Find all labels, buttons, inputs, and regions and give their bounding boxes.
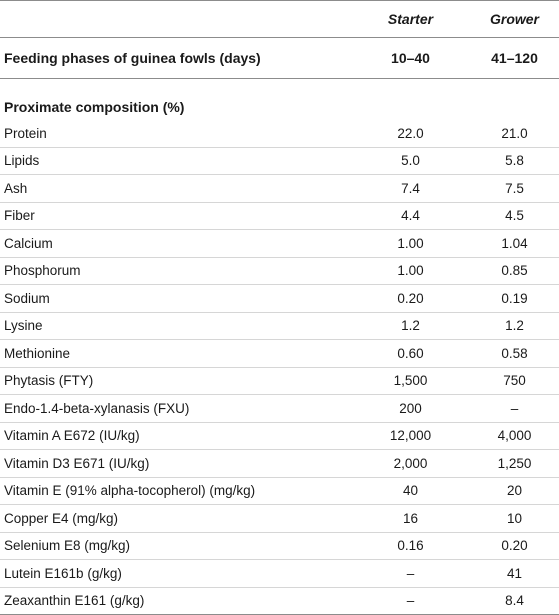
table-row: Vitamin A E672 (IU/kg) 12,000 4,000: [0, 422, 559, 450]
table-row: Copper E4 (mg/kg) 16 10: [0, 504, 559, 533]
starter-value-cell: 1.00: [351, 257, 470, 285]
table-row: Ash 7.4 7.5: [0, 174, 559, 203]
starter-value-cell: 0.16: [351, 532, 470, 560]
table-row: Calcium 1.00 1.04: [0, 229, 559, 258]
starter-value-cell: 16: [351, 504, 470, 533]
row-name-cell: Vitamin E (91% alpha-tocopherol) (mg/kg): [0, 477, 351, 505]
grower-value-cell: 0.20: [470, 532, 559, 560]
grower-value-cell: 750: [470, 367, 559, 395]
table-row: Protein 22.0 21.0: [0, 120, 559, 148]
grower-value-cell: 10: [470, 504, 559, 533]
row-name-cell: Lysine: [0, 312, 351, 340]
starter-value-cell: 7.4: [351, 174, 470, 203]
grower-value-cell: 4,000: [470, 422, 559, 450]
feeding-days-header-row: Feeding phases of guinea fowls (days) 10…: [0, 37, 559, 79]
starter-value-cell: 12,000: [351, 422, 470, 450]
row-name-cell: Vitamin D3 E671 (IU/kg): [0, 449, 351, 478]
row-name-cell: Sodium: [0, 284, 351, 313]
table-row: Lutein E161b (g/kg) –41: [0, 559, 559, 588]
starter-value-cell: –: [351, 559, 470, 588]
row-name-cell: Calcium: [0, 229, 351, 258]
grower-value-cell: –: [470, 394, 559, 423]
grower-column-header: Grower: [470, 0, 559, 38]
grower-value-cell: 1,250: [470, 449, 559, 478]
section-title: Proximate composition (%): [4, 99, 185, 115]
starter-value-cell: 1.2: [351, 312, 470, 340]
table-row: Vitamin D3 E671 (IU/kg) 2,000 1,250: [0, 449, 559, 478]
table-row: Phytasis (FTY) 1,500 750: [0, 367, 559, 395]
grower-value-cell: 0.85: [470, 257, 559, 285]
row-name-cell: Lutein E161b (g/kg): [0, 559, 351, 588]
grower-value-cell: 5.8: [470, 147, 559, 175]
table-row: Vitamin E (91% alpha-tocopherol) (mg/kg)…: [0, 477, 559, 505]
grower-value-cell: 1.2: [470, 312, 559, 340]
table-row: Fiber 4.4 4.5: [0, 202, 559, 230]
grower-value-cell: 20: [470, 477, 559, 505]
starter-value-cell: 200: [351, 394, 470, 423]
table-body: Proximate composition (%) Protein 22.0 21.…: [0, 79, 559, 615]
row-name-cell: Lipids: [0, 147, 351, 175]
starter-value-cell: 2,000: [351, 449, 470, 478]
table-row: Sodium 0.20 0.19: [0, 284, 559, 313]
table-row: Phosphorum 1.00 0.85: [0, 257, 559, 285]
row-name-cell: Zeaxanthin E161 (g/kg): [0, 587, 351, 615]
phase-name-header-row: Starter Grower: [0, 0, 559, 38]
table-row: Lysine 1.2 1.2: [0, 312, 559, 340]
starter-value-cell: 4.4: [351, 202, 470, 230]
starter-value-cell: 22.0: [351, 120, 470, 148]
table-row: Zeaxanthin E161 (g/kg) –8.4: [0, 587, 559, 615]
row-name-cell: Ash: [0, 174, 351, 203]
table-row: Lipids 5.0 5.8: [0, 147, 559, 175]
starter-column-header: Starter: [351, 0, 470, 38]
grower-value-cell: 41: [470, 559, 559, 588]
feeding-phase-label: Feeding phases of guinea fowls (days): [0, 37, 351, 79]
grower-value-cell: 0.58: [470, 339, 559, 368]
row-name-cell: Copper E4 (mg/kg): [0, 504, 351, 533]
row-name-cell: Vitamin A E672 (IU/kg): [0, 422, 351, 450]
grower-value-cell: 21.0: [470, 120, 559, 148]
grower-days: 41–120: [470, 37, 559, 79]
starter-value-cell: 1.00: [351, 229, 470, 258]
grower-value-cell: 4.5: [470, 202, 559, 230]
starter-value-cell: 0.60: [351, 339, 470, 368]
grower-value-cell: 7.5: [470, 174, 559, 203]
header-blank-cell: [0, 0, 351, 38]
table-row: Selenium E8 (mg/kg) 0.16 0.20: [0, 532, 559, 560]
row-name-cell: Phytasis (FTY): [0, 367, 351, 395]
section-header-row: Proximate composition (%): [0, 79, 559, 121]
grower-value-cell: 1.04: [470, 229, 559, 258]
table-row: Methionine 0.60 0.58: [0, 339, 559, 368]
row-name-cell: Selenium E8 (mg/kg): [0, 532, 351, 560]
row-name-cell: Fiber: [0, 202, 351, 230]
starter-days: 10–40: [351, 37, 470, 79]
starter-value-cell: 40: [351, 477, 470, 505]
row-name-cell: Protein: [0, 120, 351, 148]
row-name-cell: Endo-1.4-beta-xylanasis (FXU): [0, 394, 351, 423]
starter-value-cell: 1,500: [351, 367, 470, 395]
starter-value-cell: 0.20: [351, 284, 470, 313]
table-row: Endo-1.4-beta-xylanasis (FXU) 200–: [0, 394, 559, 423]
row-name-cell: Methionine: [0, 339, 351, 368]
starter-value-cell: 5.0: [351, 147, 470, 175]
grower-value-cell: 8.4: [470, 587, 559, 615]
grower-value-cell: 0.19: [470, 284, 559, 313]
row-name-cell: Phosphorum: [0, 257, 351, 285]
starter-value-cell: –: [351, 587, 470, 615]
